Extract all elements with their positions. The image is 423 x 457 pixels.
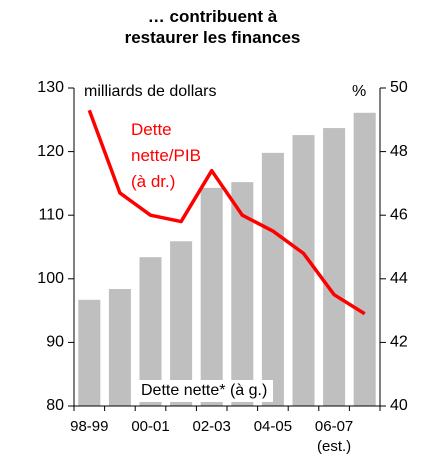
y2-tick-label: 50 — [390, 79, 408, 96]
bar — [323, 128, 346, 406]
bar — [139, 257, 162, 406]
y2-tick-label: 48 — [390, 143, 408, 160]
bar — [353, 112, 376, 406]
x-tick-label: 02-03 — [192, 418, 231, 435]
y-tick-label: 100 — [37, 270, 64, 287]
series-label: Dette nette/PIB (à dr.) — [131, 120, 201, 191]
y-axis-label: milliards de dollars — [84, 83, 217, 100]
y2-tick-label: 40 — [390, 397, 408, 414]
y-tick-label: 120 — [37, 143, 64, 160]
y-tick-label: 90 — [46, 334, 64, 351]
bar — [78, 299, 101, 406]
bar — [108, 288, 131, 406]
y2-tick-label: 46 — [390, 206, 408, 223]
bar — [261, 152, 284, 406]
series-label: Dette nette* (à g.) — [135, 380, 274, 402]
y2-tick-label: 44 — [390, 270, 408, 287]
x-tick-label: 98-99 — [70, 418, 109, 435]
bar — [170, 241, 193, 406]
x-tick-label: 06-07 (est.) — [314, 418, 354, 455]
bar — [231, 182, 254, 406]
y-tick-label: 110 — [38, 206, 64, 223]
line — [87, 109, 366, 316]
bar — [200, 187, 223, 406]
y2-tick-label: 42 — [390, 334, 408, 351]
bar — [292, 135, 315, 406]
x-tick-label: 00-01 — [131, 418, 170, 435]
y-tick-label: 130 — [37, 79, 64, 96]
y2-axis-label: % — [352, 83, 366, 100]
chart-title: … contribuent à restaurer les finances — [124, 7, 301, 47]
y-tick-label: 80 — [46, 397, 64, 414]
x-tick-label: 04-05 — [253, 418, 293, 435]
